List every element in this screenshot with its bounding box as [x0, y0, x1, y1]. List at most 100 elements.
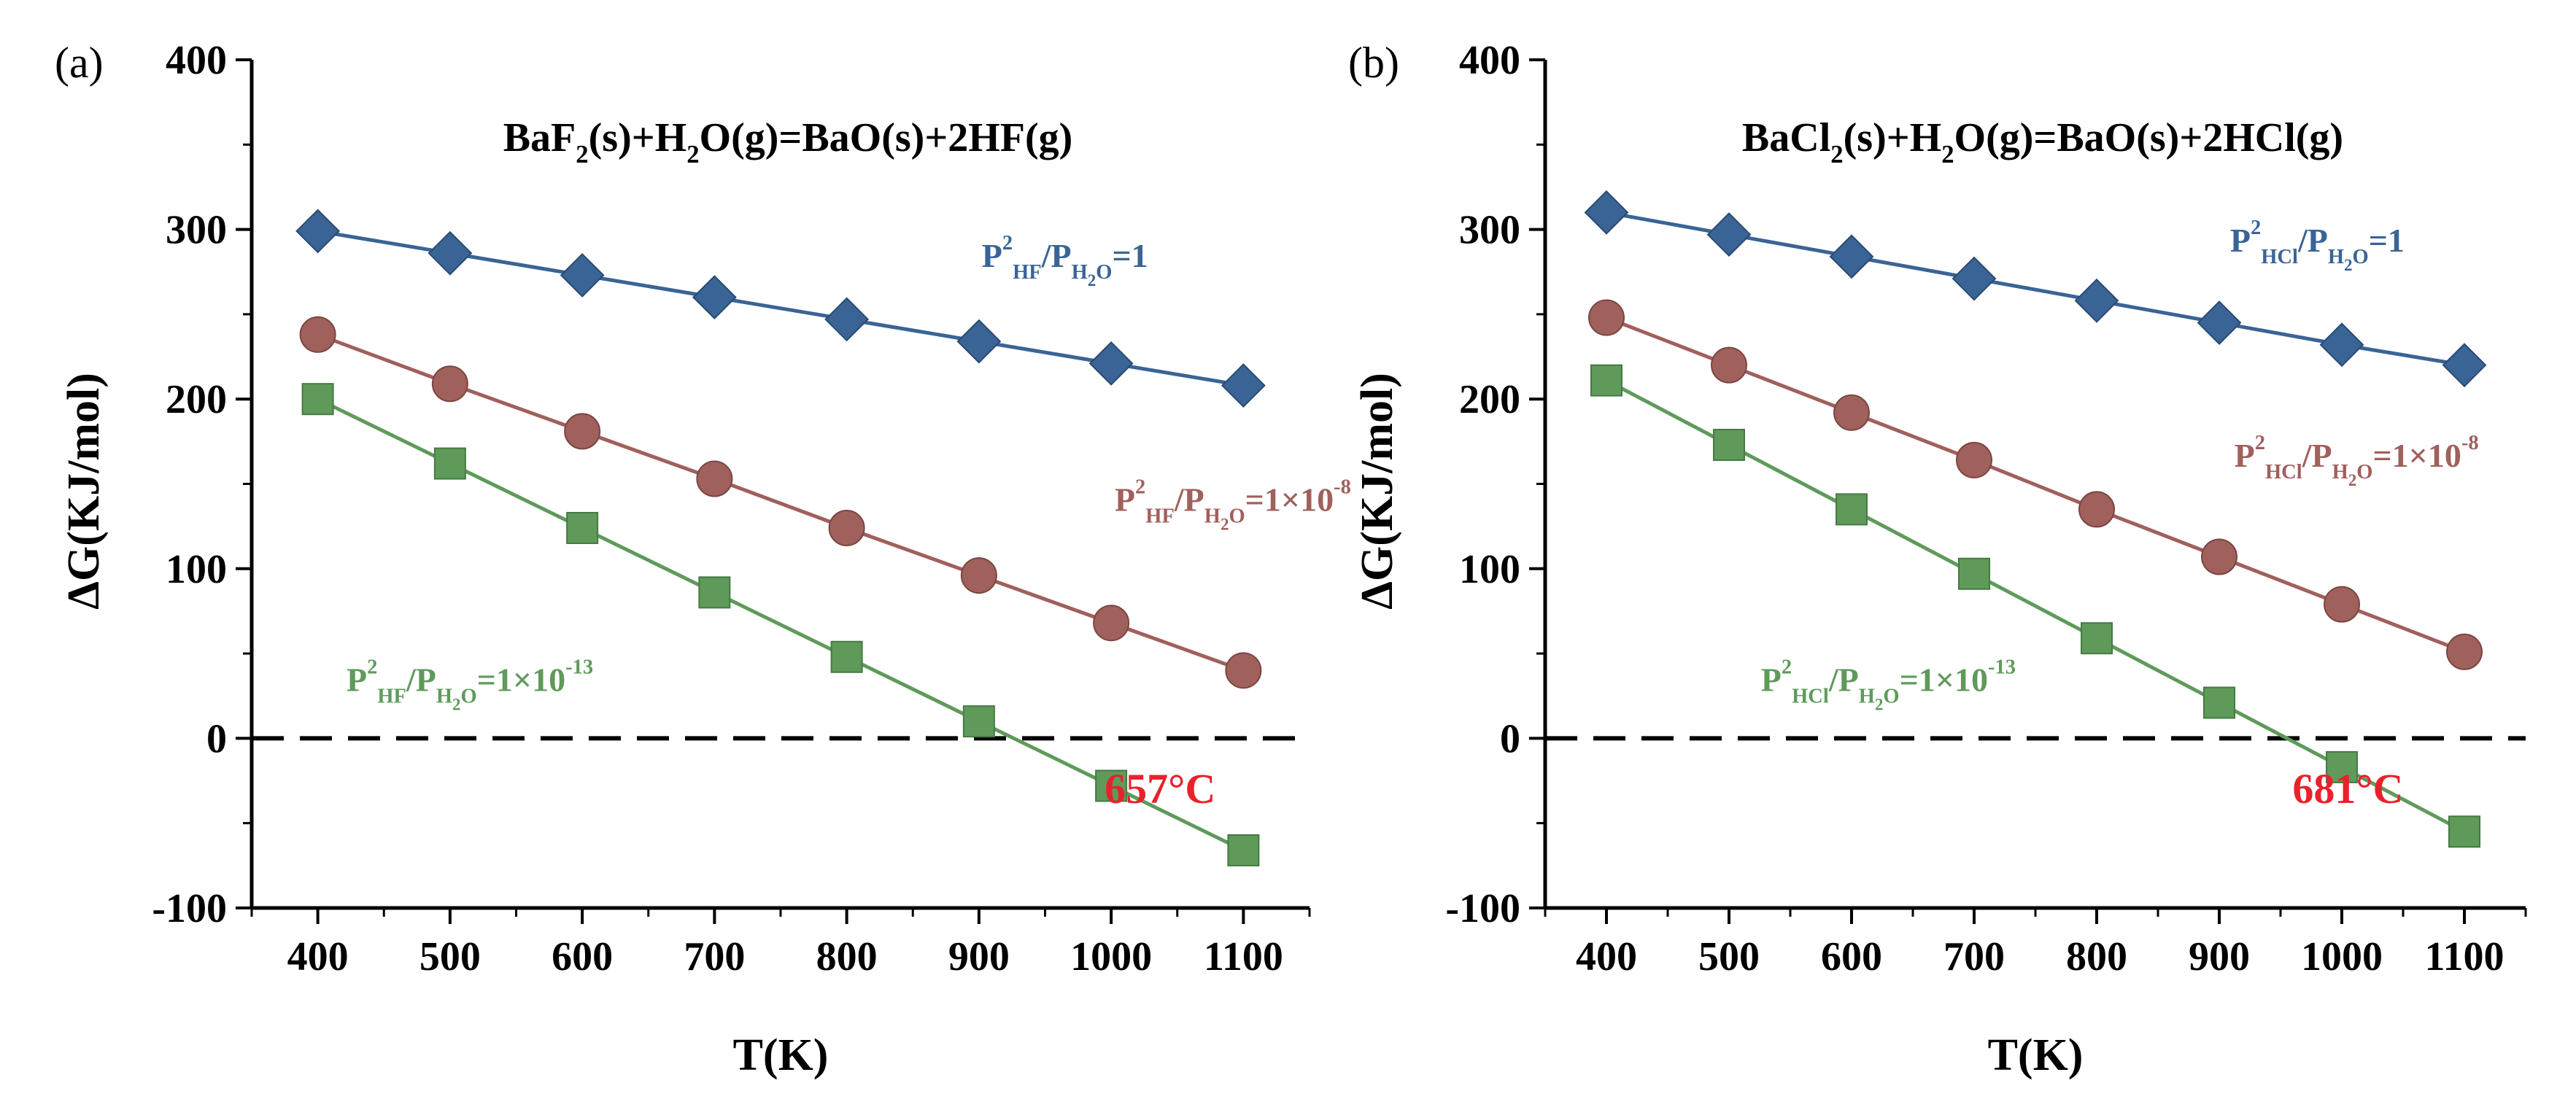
data-point-square	[2203, 686, 2235, 719]
data-point-circle	[299, 316, 336, 353]
y-tick-label: 300	[1459, 208, 1520, 253]
data-point-diamond	[1706, 212, 1752, 257]
series-label-part: P	[2235, 437, 2255, 474]
data-point-diamond	[692, 275, 737, 320]
crossover-temperature-annotation: 657°C	[1105, 765, 1215, 812]
series-label-part: O	[1883, 685, 1899, 707]
chart-panel-a: -100 0 100 200 300 400 400 500 600 700 800 900 1000 1…	[55, 38, 1351, 1080]
data-point-square	[1713, 429, 1745, 462]
series-label-part: HF	[1013, 261, 1042, 284]
data-point-circle	[1711, 346, 1747, 384]
x-tick-label: 700	[684, 934, 745, 979]
series-label-part: 2	[2348, 471, 2357, 489]
series-label-part: HF	[377, 685, 406, 707]
y-tick-label: 0	[1500, 716, 1520, 761]
data-point-square	[433, 447, 466, 480]
x-axis-title: T(K)	[1988, 1030, 2084, 1080]
x-tick-label: 900	[948, 934, 1010, 979]
reaction-title-part: 2	[1830, 140, 1843, 168]
data-point-diamond	[295, 209, 341, 254]
series-label-part: 2	[2255, 432, 2265, 454]
data-point-diamond	[560, 252, 605, 298]
x-tick-label: 900	[2189, 934, 2250, 979]
y-tick-label: 100	[166, 547, 227, 592]
reaction-title-part: O(g)=BaO(s)+2HCl(g)	[1954, 115, 2344, 160]
series-label-part: P	[982, 237, 1002, 274]
x-axis-title: T(K)	[733, 1030, 829, 1080]
data-point-circle	[2078, 491, 2115, 528]
data-point-diamond	[1829, 234, 1874, 279]
series-line-diamond	[317, 229, 1244, 388]
data-point-square	[2326, 750, 2358, 783]
y-axis-title: ΔG(KJ/mol)	[59, 373, 109, 610]
series-label-part: 2	[2344, 256, 2353, 274]
series-line-circle	[1606, 316, 2465, 654]
series-label-part: H	[1859, 685, 1875, 707]
x-tick-label: 1100	[2425, 934, 2505, 979]
chart-panel-b: -100 0 100 200 300 400 400 500 600 700 800 900 1000 1…	[1348, 38, 2527, 1080]
x-tick-label: 400	[1576, 934, 1637, 979]
data-point-diamond	[1088, 341, 1134, 386]
data-point-diamond	[956, 319, 1002, 364]
series-label: P2HCl/PH2O=1×10-8	[2235, 432, 2479, 489]
series-label-part: 2	[1221, 516, 1229, 534]
series-label-part: 2	[1002, 232, 1013, 255]
series-label-part: H	[436, 685, 452, 707]
crossover-temperature-annotation: 681°C	[2292, 765, 2403, 812]
series-label-part: P	[1115, 481, 1135, 519]
reaction-title-part: BaF	[503, 115, 576, 160]
series-label-part: =1×10	[2372, 437, 2461, 474]
x-tick-label: 1100	[1204, 934, 1283, 979]
series-label: P2HF/PH2O=1	[982, 232, 1148, 290]
data-point-circle	[1588, 299, 1625, 336]
reaction-title-part: 2	[686, 140, 699, 168]
data-point-square	[2448, 815, 2480, 848]
series-label: P2HF/PH2O=1×10-8	[1115, 476, 1351, 534]
data-point-diamond	[2197, 300, 2242, 345]
series-label-part: /P	[2302, 437, 2332, 474]
series-label-part: =1	[2369, 222, 2405, 259]
x-tick-label: 400	[287, 934, 349, 979]
data-point-circle	[2201, 538, 2237, 575]
series-label-part: H	[1072, 261, 1088, 284]
series-label-part: O	[461, 685, 477, 707]
series-label-part: HF	[1145, 505, 1175, 528]
data-point-circle	[1956, 441, 1992, 478]
series-label-part: O	[1229, 505, 1245, 528]
series-label-part: P	[1761, 661, 1782, 698]
series-label: P2HCl/PH2O=1×10-13	[1761, 656, 2016, 713]
data-point-diamond	[428, 230, 473, 276]
series-label-part: =1	[1112, 237, 1148, 274]
data-point-diamond	[1952, 256, 1997, 301]
data-point-circle	[696, 460, 733, 497]
data-point-square	[1095, 769, 1128, 802]
data-point-diamond	[1221, 363, 1266, 408]
y-axis-title: ΔG(KJ/mol)	[1353, 373, 1402, 610]
data-point-circle	[960, 557, 997, 594]
data-point-circle	[431, 365, 468, 403]
series-label-part: P	[347, 661, 367, 698]
x-tick-label: 500	[419, 934, 481, 979]
series-label-part: -13	[565, 656, 593, 678]
x-tick-label: 700	[1943, 934, 2005, 979]
series-label-part: =1×10	[1900, 661, 1988, 698]
series-label-part: HCl	[2261, 246, 2298, 268]
x-tick-label: 600	[552, 934, 613, 979]
x-tick-label: 600	[1821, 934, 1882, 979]
series-label-part: /P	[1174, 481, 1204, 519]
series-label-part: =1×10	[1245, 481, 1334, 519]
data-point-square	[1836, 493, 1868, 526]
series-label-part: O	[2356, 461, 2372, 484]
data-point-square	[1958, 557, 1990, 590]
series-label-part: /P	[2297, 222, 2328, 259]
series-label: P2HF/PH2O=1×10-13	[347, 656, 593, 713]
series-label-part: 2	[367, 656, 377, 678]
data-point-square	[1227, 834, 1260, 866]
series-label-part: O	[2353, 246, 2369, 268]
data-point-diamond	[2319, 322, 2364, 368]
data-point-circle	[1093, 605, 1130, 642]
data-point-square	[830, 640, 863, 673]
series-label-part: H	[2328, 246, 2344, 268]
x-tick-label: 500	[1698, 934, 1760, 979]
